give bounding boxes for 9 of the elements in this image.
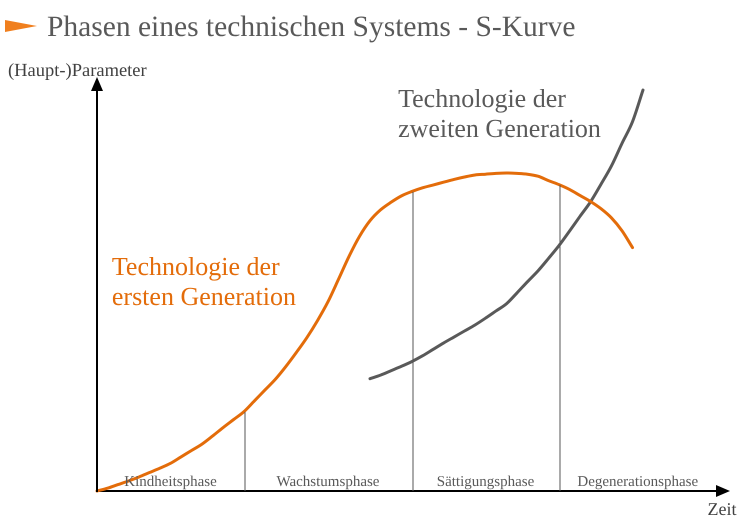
annotation: Degenerationsphase [577, 474, 698, 490]
annotation: Kindheitsphase [124, 474, 218, 490]
annotation: Sättigungsphase [436, 474, 535, 490]
series-label: Technologie der ersten Generation [112, 252, 296, 311]
annotation: Wachstumsphase [276, 474, 380, 490]
x-axis-title: Zeit [708, 499, 736, 519]
chart-title: Phasen eines technischen Systems - S-Kurve [47, 10, 576, 44]
y-axis-title: (Haupt-)Parameter [8, 61, 147, 81]
series-label: Technologie der zweiten Generation [398, 84, 601, 143]
